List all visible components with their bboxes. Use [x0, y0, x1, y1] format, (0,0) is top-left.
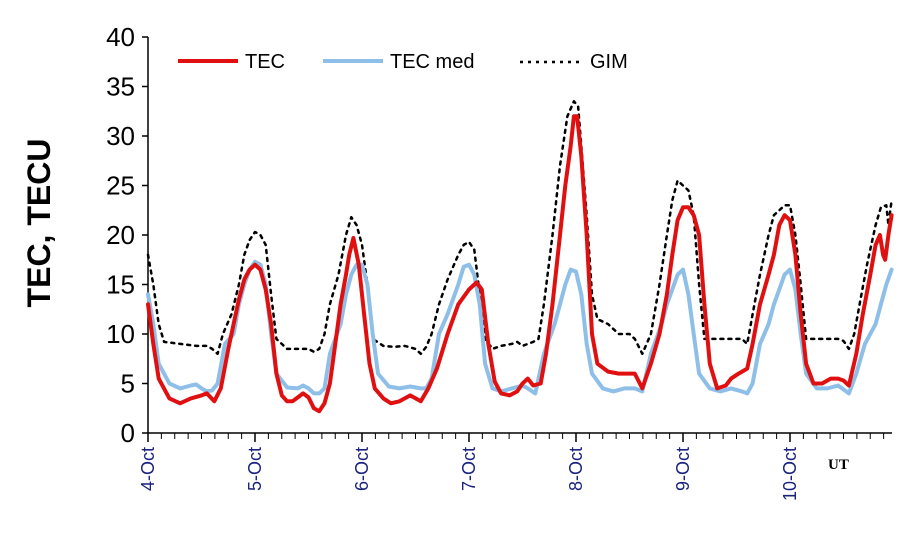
series-line-tec-med [146, 259, 894, 396]
y-tick-label: 40 [106, 22, 135, 52]
x-ticks: 4-Oct 5-Oct 6-Oct 7-Oct 8-Oct 9-Oct 10-Oct [138, 433, 885, 501]
legend: TEC TEC med GIM [178, 51, 628, 73]
y-ticks: 0 5 10 15 20 25 30 35 40 [106, 22, 148, 448]
y-tick-label: 0 [121, 418, 135, 448]
y-tick-label: 10 [106, 319, 135, 349]
x-tick-label: 10-Oct [780, 447, 800, 501]
x-tick-label: 7-Oct [459, 447, 479, 491]
y-tick-label: 5 [121, 369, 135, 399]
series-line-tec [146, 114, 894, 414]
series-layer [146, 100, 894, 414]
legend-label-tec: TEC [245, 51, 285, 73]
y-tick-label: 20 [106, 220, 135, 250]
x-unit-label: UT [828, 457, 849, 473]
legend-label-gim: GIM [590, 51, 628, 73]
y-tick-label: 35 [106, 72, 135, 102]
y-axis-label: TEC, TECU [21, 139, 57, 308]
x-tick-label: 9-Oct [673, 447, 693, 491]
x-tick-label: 6-Oct [352, 447, 372, 491]
legend-label-tec-med: TEC med [390, 51, 474, 73]
y-tick-label: 25 [106, 171, 135, 201]
x-tick-label: 5-Oct [245, 447, 265, 491]
series-line-gim [146, 100, 893, 356]
y-tick-label: 30 [106, 121, 135, 151]
y-tick-label: 15 [106, 270, 135, 300]
x-tick-label: 8-Oct [566, 447, 586, 491]
x-tick-label: 4-Oct [138, 447, 158, 491]
